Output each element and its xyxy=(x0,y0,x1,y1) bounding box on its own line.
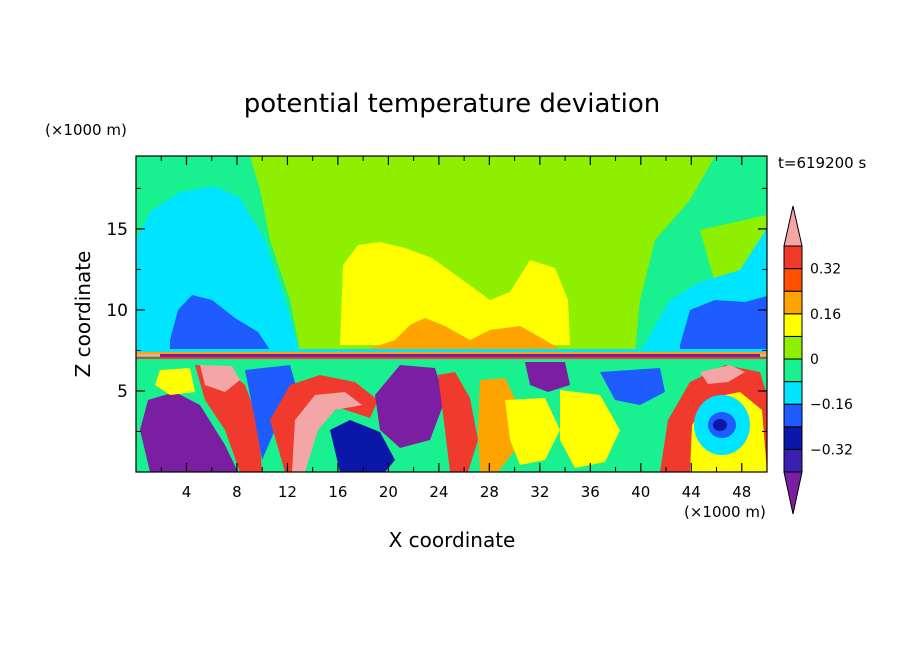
y-unit-label: (×1000 m) xyxy=(45,121,127,139)
colorbar-bin xyxy=(783,448,803,473)
lower-center-red xyxy=(438,372,478,472)
lower-purple-core xyxy=(375,365,445,448)
lower-far-right-navy-eddy xyxy=(713,419,727,431)
colorbar-tick-label: 0.32 xyxy=(810,262,841,278)
x-tick-label: 36 xyxy=(581,483,600,501)
x-tick-label: 28 xyxy=(480,483,499,501)
colorbar: −0.32 −0.16 0 0.16 0.32 xyxy=(783,205,853,515)
lower-mid-blue xyxy=(245,365,300,460)
plot-frame xyxy=(135,155,768,473)
lower-right-purple xyxy=(525,362,570,392)
stripe-cyan xyxy=(136,349,767,352)
colorbar-arrow-low xyxy=(783,471,803,515)
stripe-purple xyxy=(160,354,760,357)
x-unit-label: (×1000 m) xyxy=(684,503,766,521)
chart-title: potential temperature deviation xyxy=(244,89,660,119)
colorbar-bin xyxy=(783,335,803,360)
x-tick-label: 4 xyxy=(182,483,192,501)
colorbar-bin xyxy=(783,290,803,315)
lower-left-purple xyxy=(140,392,238,472)
lower-right-yellow xyxy=(560,390,620,468)
y-axis-label: Z coordinate xyxy=(71,251,95,378)
colorbar-bin xyxy=(783,268,803,292)
lower-left-red xyxy=(195,365,262,472)
lower-navy-core xyxy=(330,420,395,472)
y-axis-ticks: 5 10 15 xyxy=(106,187,767,432)
colorbar-bin xyxy=(783,381,803,405)
colorbar-bin xyxy=(783,426,803,450)
lower-pink-curl xyxy=(292,392,362,472)
colorbar-tick-label: −0.32 xyxy=(810,442,853,458)
colorbar-bin xyxy=(783,358,803,383)
central-yellow-region xyxy=(340,242,570,345)
lower-center-yellow xyxy=(505,398,560,465)
lower-left-yellow xyxy=(155,368,195,395)
colorbar-bin xyxy=(783,313,803,337)
x-axis-label: X coordinate xyxy=(389,528,516,552)
colorbar-bin xyxy=(783,403,803,428)
x-axis-ticks: 4 8 12 16 20 24 28 32 36 40 44 48 xyxy=(160,156,751,501)
heatmap-field xyxy=(136,156,767,472)
time-label: t=619200 s xyxy=(778,154,866,172)
x-tick-label: 8 xyxy=(232,483,242,501)
x-tick-label: 20 xyxy=(379,483,398,501)
colorbar-tick-label: 0.16 xyxy=(810,307,841,323)
colorbar-tick-label: −0.16 xyxy=(810,397,853,413)
x-tick-label: 16 xyxy=(328,483,347,501)
central-orange-ridge xyxy=(360,318,565,352)
x-tick-label: 44 xyxy=(682,483,701,501)
x-tick-label: 12 xyxy=(278,483,297,501)
x-tick-label: 24 xyxy=(429,483,448,501)
y-tick-label: 15 xyxy=(106,220,128,240)
colorbar-bin xyxy=(783,245,803,270)
stripe-orange xyxy=(136,352,767,354)
colorbar-arrow-high xyxy=(783,205,803,247)
x-tick-label: 32 xyxy=(530,483,549,501)
x-tick-label: 48 xyxy=(732,483,751,501)
stripe-red xyxy=(136,357,767,359)
left-blue-blob xyxy=(170,295,270,352)
y-tick-label: 10 xyxy=(106,301,128,321)
lower-right-pink xyxy=(700,365,745,384)
lower-left-pink xyxy=(200,365,240,392)
y-tick-label: 5 xyxy=(117,382,128,402)
lower-right-blue xyxy=(600,368,665,405)
left-cyan-column xyxy=(136,186,300,352)
colorbar-tick-label: 0 xyxy=(810,352,819,368)
right-blue-blob xyxy=(680,296,767,352)
x-tick-label: 40 xyxy=(631,483,650,501)
